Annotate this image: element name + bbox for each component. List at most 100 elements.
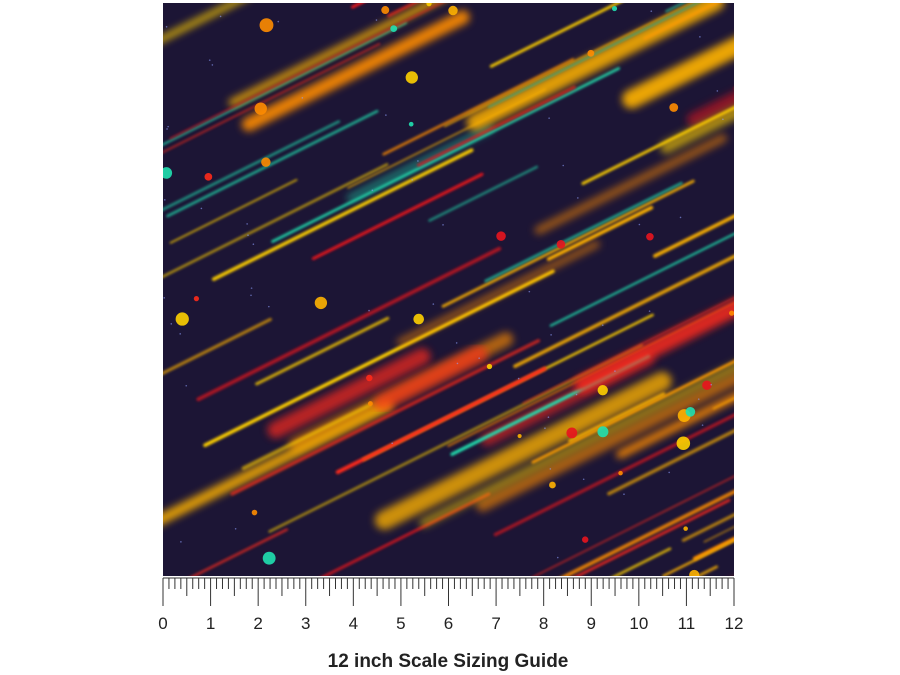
light-streak	[271, 67, 621, 243]
light-dot	[566, 427, 578, 439]
star	[478, 357, 480, 359]
light-dot	[381, 6, 390, 15]
star	[391, 442, 393, 445]
light-streak	[203, 269, 555, 448]
star	[166, 128, 168, 130]
light-dot	[728, 310, 734, 316]
star	[549, 468, 552, 470]
light-streak	[268, 344, 644, 533]
light-streak	[513, 254, 734, 369]
light-dot	[496, 231, 506, 241]
light-streak	[441, 179, 695, 308]
light-dot	[314, 296, 328, 310]
light-streak	[712, 397, 734, 410]
light-streak	[387, 3, 418, 18]
light-streak	[493, 413, 734, 537]
light-streak	[382, 58, 575, 156]
star	[170, 323, 173, 325]
light-dot	[689, 569, 700, 576]
star	[277, 20, 280, 23]
light-streak	[581, 106, 734, 185]
light-dot	[587, 49, 595, 57]
light-dot	[251, 509, 258, 516]
light-dot	[413, 313, 425, 325]
star	[575, 393, 578, 396]
light-streak	[419, 362, 734, 528]
light-streak	[255, 316, 390, 386]
star	[582, 478, 585, 481]
light-dot	[204, 172, 213, 181]
star	[250, 294, 252, 297]
light-streak	[713, 508, 900, 604]
light-streak	[549, 232, 734, 327]
light-dot	[685, 406, 696, 417]
ruler-label: 7	[491, 614, 500, 633]
light-streak	[163, 3, 241, 42]
light-streak	[533, 475, 734, 576]
light-streak	[191, 528, 289, 576]
light-dot	[618, 470, 623, 476]
light-dot	[517, 433, 522, 439]
star	[163, 297, 166, 299]
light-streak	[660, 106, 734, 154]
light-dot	[646, 232, 654, 241]
caption: 12 inch Scale Sizing Guide	[328, 651, 569, 672]
ruler-label: 6	[444, 614, 453, 633]
ruler-label: 3	[301, 614, 310, 633]
light-dot	[683, 526, 688, 531]
star	[455, 342, 458, 344]
light-streak	[416, 85, 577, 167]
star	[371, 189, 374, 192]
light-streak	[534, 134, 727, 235]
star	[456, 362, 459, 365]
ruler-label: 2	[253, 614, 262, 633]
light-streak	[311, 172, 484, 261]
light-streak	[740, 398, 900, 501]
light-streak	[568, 392, 666, 443]
star	[219, 15, 222, 18]
star	[699, 36, 701, 38]
light-streak	[163, 163, 389, 278]
star	[165, 25, 168, 28]
star	[638, 223, 641, 226]
light-dot	[254, 102, 267, 115]
star	[556, 556, 559, 559]
star	[623, 493, 625, 495]
light-streak	[766, 113, 900, 254]
light-dot	[597, 385, 608, 396]
streaks	[163, 3, 900, 604]
star	[517, 377, 520, 380]
ruler-label: 1	[206, 614, 215, 633]
star	[544, 427, 546, 430]
star	[650, 10, 653, 12]
light-streak	[489, 3, 621, 68]
star	[722, 118, 724, 121]
light-streak	[531, 360, 734, 464]
light-dot	[259, 18, 274, 33]
light-dot	[367, 401, 373, 407]
star	[417, 160, 419, 162]
light-dot	[175, 312, 189, 326]
star	[577, 197, 579, 199]
light-streak	[574, 498, 731, 576]
star	[710, 383, 713, 386]
light-streak	[622, 37, 734, 109]
star	[252, 243, 255, 246]
star	[211, 64, 214, 66]
star	[547, 416, 550, 418]
star	[200, 207, 203, 210]
star	[234, 527, 237, 530]
star	[246, 223, 248, 225]
star	[668, 471, 670, 474]
light-streak	[335, 366, 547, 475]
light-dot	[262, 551, 276, 565]
star	[180, 541, 182, 543]
star	[432, 303, 435, 305]
ruler-label: 9	[587, 614, 596, 633]
light-dot	[390, 25, 398, 33]
light-streak	[484, 181, 683, 283]
star	[163, 199, 166, 201]
star	[548, 117, 550, 119]
